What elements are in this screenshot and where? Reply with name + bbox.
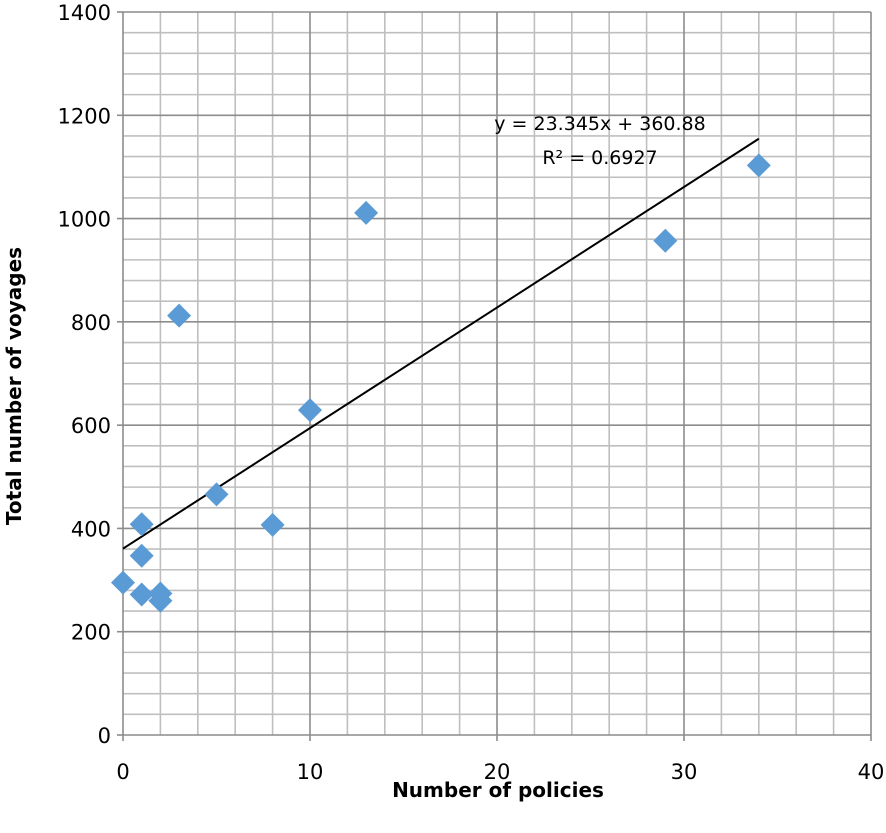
y-tick-label: 400 (71, 517, 111, 541)
data-points (111, 153, 771, 613)
data-point (746, 153, 771, 178)
data-point (260, 512, 285, 537)
data-point (148, 588, 173, 613)
data-point (129, 582, 154, 607)
y-tick-label: 800 (71, 311, 111, 335)
trendline-group (122, 137, 760, 550)
data-point (111, 570, 135, 595)
x-tick-label: 40 (858, 760, 885, 784)
data-point (298, 398, 322, 423)
x-axis-title: Number of policies (392, 778, 604, 802)
x-tick-label: 0 (116, 760, 129, 784)
data-point (204, 482, 229, 507)
data-point (129, 512, 154, 537)
x-tick-label: 10 (297, 760, 324, 784)
data-point (167, 303, 192, 328)
y-tick-label: 0 (98, 724, 111, 748)
tick-labels: 0 200 400 600 800 1000 1200 1400 0 10 20 30 40 (58, 1, 885, 784)
trendline-equation: y = 23.345x + 360.88 (494, 113, 705, 135)
y-tick-label: 200 (71, 621, 111, 645)
y-axis-title: Total number of voyages (2, 247, 26, 525)
data-point (354, 200, 379, 225)
trendline-r2: R² = 0.6927 (542, 147, 657, 169)
axes (117, 11, 872, 741)
data-point (129, 543, 154, 568)
trendline (122, 137, 760, 550)
y-tick-label: 1200 (58, 104, 111, 128)
y-tick-label: 1000 (58, 208, 111, 232)
grid (123, 11, 872, 735)
y-tick-label: 600 (71, 414, 111, 438)
x-tick-label: 20 (484, 760, 511, 784)
x-tick-label: 30 (671, 760, 698, 784)
y-tick-label: 1400 (58, 1, 111, 25)
data-point (653, 228, 678, 253)
